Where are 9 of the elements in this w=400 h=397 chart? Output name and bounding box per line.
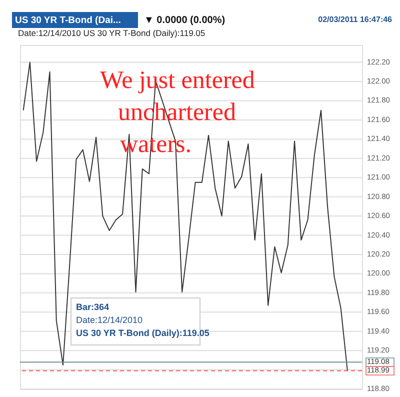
text: ▼ 0.0000 (0.00%) (144, 15, 226, 26)
line-series (22, 62, 348, 372)
annotation: Date:12/14/2010 (76, 315, 143, 325)
annotation: US 30 YR T-Bond (Daily):119.05 (76, 328, 210, 338)
annotation: We just entered (100, 67, 256, 94)
chart-title: US 30 YR T-Bond (Dai... (15, 15, 121, 26)
text: 02/03/2011 16:47:46 (318, 15, 393, 24)
chart-subtitle: Date:12/14/2010 US 30 YR T-Bond (Daily):119.05 (18, 28, 206, 38)
annotation: Bar:364 (76, 302, 110, 312)
